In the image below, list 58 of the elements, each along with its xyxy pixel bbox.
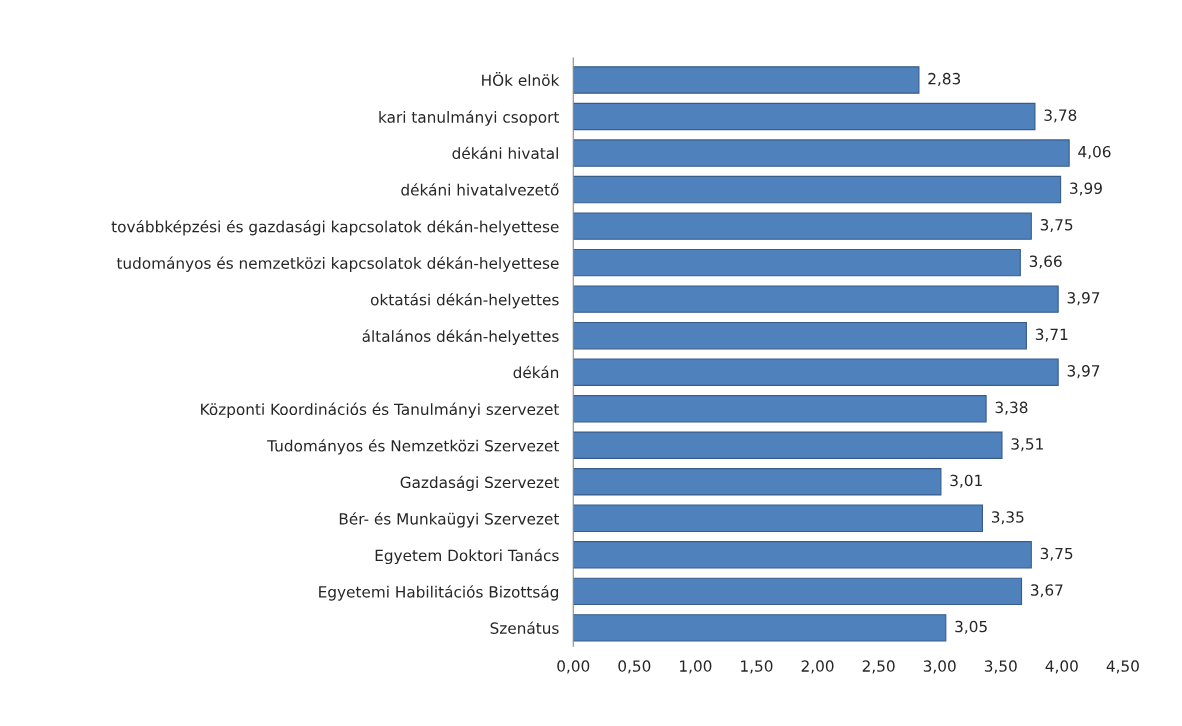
data-label: 3,75 (1040, 547, 1073, 561)
bar (573, 139, 1070, 167)
x-tick-label: 1,50 (741, 660, 773, 674)
data-label: 3,67 (1031, 584, 1063, 598)
bar (573, 468, 942, 496)
x-tick-label: 0,50 (618, 660, 651, 674)
data-label: 3,01 (950, 474, 982, 488)
data-label: 3,71 (1035, 328, 1068, 342)
y-tick-label: oktatási dékán-helyettes (370, 293, 559, 309)
y-tick-label: továbbképzési és gazdasági kapcsolatok dékán-helyettese (111, 219, 559, 236)
y-tick-label: Gazdasági Szervezet (400, 475, 560, 492)
data-label: 3,66 (1029, 255, 1062, 269)
x-tick-label: 4,00 (1045, 660, 1078, 674)
y-tick-label: Központi Koordinációs és Tanulmányi szervezet (201, 402, 560, 419)
data-label: 3,99 (1070, 182, 1102, 196)
data-label: 3,51 (1011, 438, 1043, 452)
bar (573, 431, 1003, 459)
y-tick-label: HÖk elnök (482, 71, 560, 87)
y-tick-label: Szenátus (490, 621, 559, 634)
data-label: 3,97 (1067, 365, 1100, 379)
bar (573, 285, 1059, 313)
x-tick-label: 0,00 (557, 660, 590, 674)
data-label: 3,38 (995, 401, 1028, 415)
bar (573, 504, 983, 533)
y-tick-label: dékáni hivatalvezető (401, 183, 559, 196)
bar (573, 321, 1027, 350)
bar (573, 614, 947, 642)
bar (573, 541, 1032, 569)
y-tick-label: Egyetem Doktori Tanács (375, 548, 559, 565)
x-tick-label: 3,00 (923, 660, 956, 674)
x-tick-label: 1,00 (680, 660, 712, 674)
bar (573, 248, 1021, 277)
y-tick-label: Tudományos és Nemzetközi Szervezet (267, 439, 560, 455)
data-label: 3,97 (1067, 292, 1100, 306)
y-tick-label: Bér- és Munkaügyi Szervezet (339, 512, 560, 528)
data-label: 3,05 (955, 620, 987, 634)
x-tick-label: 2,50 (862, 660, 895, 674)
x-tick-label: 2,00 (801, 660, 834, 674)
data-label: 4,06 (1078, 145, 1111, 160)
data-label: 3,35 (991, 511, 1024, 525)
x-tick-label: 4,50 (1106, 660, 1139, 674)
y-tick-label: kari tanulmányi csoport (379, 110, 560, 126)
y-tick-label: Egyetemi Habilitációs Bizottság (319, 585, 558, 601)
bar (573, 102, 1036, 131)
data-label: 3,78 (1044, 109, 1077, 123)
bar (573, 358, 1059, 386)
y-tick-label: tudományos és nemzetközi kapcsolatok dékán-helyettese (116, 256, 559, 272)
bar (573, 175, 1062, 204)
y-tick-label: dékán (513, 365, 559, 379)
y-tick-label: általános dékán-helyettes (362, 329, 559, 345)
y-tick-label: dékáni hivatal (452, 146, 558, 160)
data-label: 3,75 (1040, 218, 1073, 233)
data-label: 2,83 (928, 72, 961, 86)
x-tick-label: 3,50 (984, 660, 1017, 674)
bar (573, 66, 920, 94)
bar (573, 577, 1023, 606)
bar (573, 395, 987, 423)
bar (573, 212, 1032, 240)
